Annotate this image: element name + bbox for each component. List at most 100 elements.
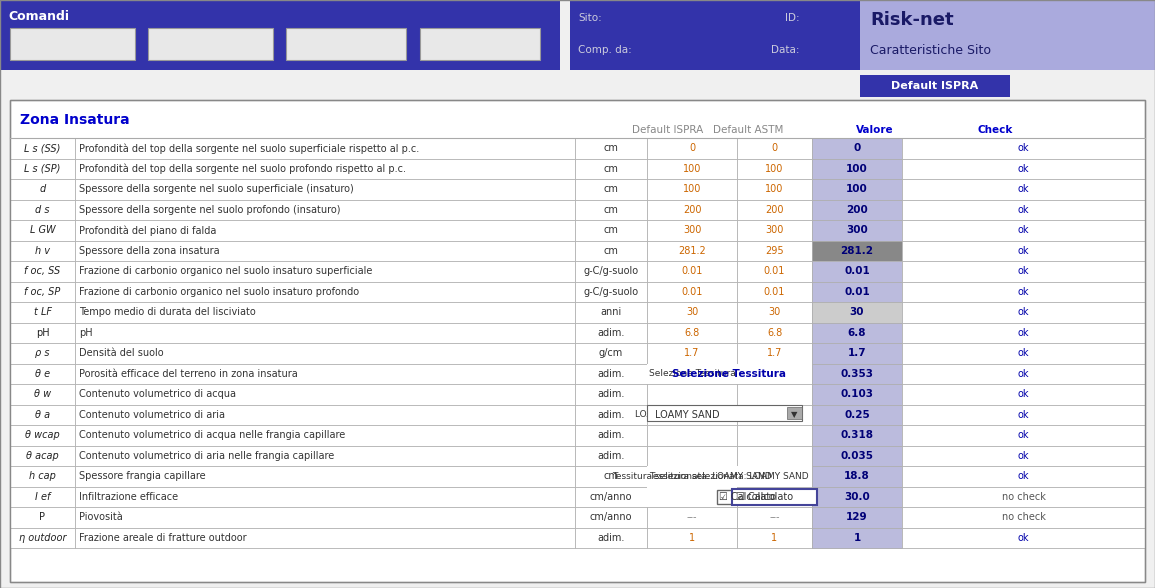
Text: ---: ---	[769, 512, 780, 522]
Text: anni: anni	[601, 308, 621, 318]
Bar	[902, 322, 1145, 343]
Bar	[575, 199, 647, 220]
Bar	[812, 446, 902, 466]
Text: Valore: Valore	[856, 125, 894, 135]
Text: h v: h v	[35, 246, 50, 256]
Bar	[10, 100, 1145, 582]
Bar	[10, 240, 75, 261]
Text: 30: 30	[768, 308, 781, 318]
Bar	[647, 466, 737, 486]
Text: 0: 0	[772, 143, 777, 153]
Bar	[902, 405, 1145, 425]
Bar	[75, 527, 575, 548]
Bar	[10, 138, 75, 159]
Text: 6.8: 6.8	[685, 328, 700, 338]
Bar	[812, 405, 902, 425]
Bar	[10, 322, 75, 343]
Text: η outdoor: η outdoor	[18, 533, 66, 543]
Bar	[647, 199, 737, 220]
Bar	[812, 466, 902, 486]
Text: 100: 100	[766, 184, 784, 194]
Bar	[737, 179, 812, 199]
Bar	[737, 302, 812, 322]
Bar	[75, 363, 575, 384]
Text: 6.8: 6.8	[848, 328, 866, 338]
Text: cm: cm	[604, 471, 618, 481]
Text: 1.7: 1.7	[767, 348, 782, 358]
Text: 30: 30	[850, 308, 864, 318]
Bar	[10, 384, 75, 405]
Bar	[75, 199, 575, 220]
Bar	[647, 466, 812, 486]
Bar	[10, 302, 1145, 322]
Bar	[575, 240, 647, 261]
Text: LOAMY SAND: LOAMY SAND	[655, 410, 720, 420]
Bar	[902, 199, 1145, 220]
Text: Zona Insatura: Zona Insatura	[20, 113, 129, 127]
Bar	[575, 159, 647, 179]
Text: Check: Check	[977, 125, 1013, 135]
Text: Default ISPRA: Default ISPRA	[892, 81, 978, 91]
Text: Data:: Data:	[772, 45, 800, 55]
Text: cm/anno: cm/anno	[590, 492, 632, 502]
Text: Caratteristiche Sito: Caratteristiche Sito	[870, 44, 991, 56]
Bar	[860, 75, 1009, 97]
Bar	[10, 179, 75, 199]
Bar	[575, 282, 647, 302]
Bar	[10, 343, 75, 363]
Bar	[647, 446, 737, 466]
Text: Infiltrazione efficace: Infiltrazione efficace	[79, 492, 178, 502]
Text: Risk-net: Risk-net	[870, 11, 954, 29]
Text: t LF: t LF	[33, 308, 52, 318]
Text: 300: 300	[766, 225, 784, 235]
Bar	[647, 384, 737, 405]
Bar	[737, 282, 812, 302]
Bar	[902, 363, 1145, 384]
Bar	[647, 363, 812, 384]
Bar	[812, 261, 902, 282]
Text: 100: 100	[847, 184, 867, 194]
Bar	[737, 322, 812, 343]
Bar	[10, 302, 75, 322]
Text: 0.318: 0.318	[841, 430, 873, 440]
Bar	[902, 240, 1145, 261]
Text: Contenuto volumetrico di acqua: Contenuto volumetrico di acqua	[79, 389, 236, 399]
Bar	[812, 179, 902, 199]
Text: 100: 100	[683, 163, 701, 173]
Text: Profondità del top della sorgente nel suolo profondo rispetto al p.c.: Profondità del top della sorgente nel su…	[79, 163, 407, 174]
Text: 0.353: 0.353	[841, 369, 873, 379]
Bar	[812, 486, 902, 507]
Text: 30.0: 30.0	[844, 492, 870, 502]
Text: 295: 295	[765, 246, 784, 256]
Text: θ a: θ a	[35, 410, 50, 420]
Bar	[902, 425, 1145, 446]
Bar	[575, 486, 647, 507]
Text: 0.25: 0.25	[844, 410, 870, 420]
Bar	[75, 405, 575, 425]
Bar	[902, 343, 1145, 363]
Text: LOAMY SAND [dropdown]: LOAMY SAND [dropdown]	[635, 410, 748, 419]
Text: Selezione Tessitura: Selezione Tessitura	[672, 369, 787, 379]
Bar	[647, 486, 737, 507]
Bar	[647, 527, 737, 548]
Bar	[647, 322, 737, 343]
Bar	[0, 0, 560, 70]
Bar	[647, 405, 802, 421]
Bar	[647, 240, 737, 261]
Bar	[10, 507, 75, 527]
Text: adim.: adim.	[597, 451, 625, 461]
Text: L s (SP): L s (SP)	[24, 163, 61, 173]
Bar	[10, 446, 75, 466]
Bar	[787, 406, 802, 419]
Text: Contenuto volumetrico di acqua nelle frangia capillare: Contenuto volumetrico di acqua nelle fra…	[79, 430, 345, 440]
Bar	[575, 527, 647, 548]
Bar	[10, 261, 1145, 282]
Bar	[75, 425, 575, 446]
Text: cm: cm	[604, 205, 618, 215]
Bar	[737, 159, 812, 179]
Text: ok: ok	[1018, 451, 1029, 461]
Bar	[10, 261, 75, 282]
Bar	[10, 28, 135, 60]
Bar	[737, 507, 812, 527]
Text: Frazione di carbonio organico nel suolo insaturo profondo: Frazione di carbonio organico nel suolo …	[79, 287, 359, 297]
